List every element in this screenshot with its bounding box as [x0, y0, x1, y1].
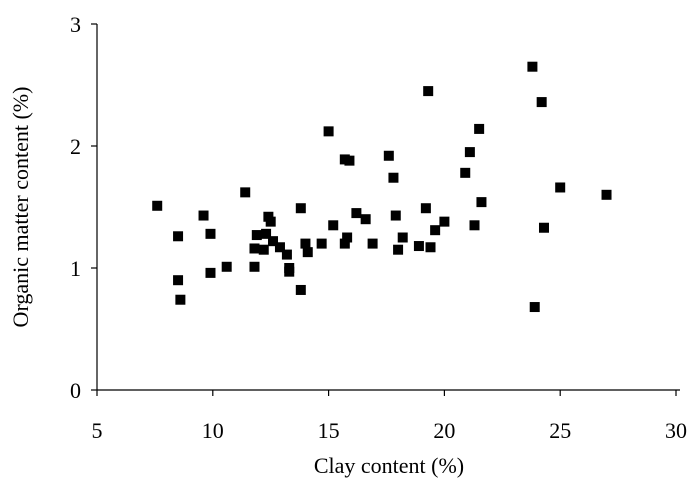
- data-point: [249, 243, 260, 254]
- data-point: [302, 247, 313, 258]
- data-point: [152, 200, 163, 211]
- y-tick-label: 1: [70, 256, 81, 281]
- data-point: [383, 150, 394, 161]
- data-point: [464, 147, 475, 158]
- y-tick-label: 2: [70, 134, 81, 159]
- data-point: [274, 242, 285, 253]
- data-point: [351, 208, 362, 219]
- data-point: [295, 284, 306, 295]
- data-point: [527, 61, 538, 72]
- axis-ticks: [91, 23, 677, 396]
- data-point: [388, 172, 399, 183]
- data-points: [152, 61, 612, 313]
- x-tick-label: 5: [92, 418, 103, 443]
- data-point: [284, 266, 295, 277]
- data-point: [265, 216, 276, 227]
- data-point: [173, 275, 184, 286]
- y-tick-label: 3: [70, 12, 81, 37]
- data-point: [423, 86, 434, 97]
- x-tick-label: 20: [433, 418, 455, 443]
- data-point: [439, 216, 450, 227]
- data-point: [344, 155, 355, 166]
- data-point: [300, 238, 311, 249]
- data-point: [261, 228, 272, 239]
- data-point: [367, 238, 378, 249]
- data-point: [413, 241, 424, 252]
- data-point: [198, 210, 209, 221]
- data-point: [425, 242, 436, 253]
- data-point: [420, 203, 431, 214]
- y-axis-label: Organic matter content (%): [8, 87, 33, 328]
- data-point: [536, 97, 547, 108]
- data-point: [476, 197, 487, 208]
- data-point: [360, 214, 371, 225]
- data-point: [316, 238, 327, 249]
- x-tick-label: 10: [202, 418, 224, 443]
- data-point: [474, 123, 485, 134]
- data-point: [339, 238, 350, 249]
- data-point: [205, 228, 216, 239]
- data-point: [295, 203, 306, 214]
- x-tick-label: 25: [549, 418, 571, 443]
- data-point: [393, 244, 404, 255]
- data-point: [390, 210, 401, 221]
- data-point: [601, 189, 612, 200]
- data-point: [268, 236, 279, 247]
- data-point: [538, 222, 549, 233]
- data-point: [529, 302, 540, 313]
- data-point: [258, 244, 269, 255]
- data-point: [173, 231, 184, 242]
- data-point: [460, 167, 471, 178]
- data-point: [221, 261, 232, 272]
- data-point: [175, 294, 186, 305]
- data-point: [430, 225, 441, 236]
- data-point: [251, 230, 262, 241]
- x-tick-label: 15: [318, 418, 340, 443]
- data-point: [240, 187, 251, 198]
- data-point: [249, 261, 260, 272]
- y-tick-label: 0: [70, 378, 81, 403]
- data-point: [469, 220, 480, 231]
- axis-tick-labels: 5 10 15 20 25 30 0 1 2 3: [70, 12, 687, 443]
- data-point: [342, 232, 353, 243]
- data-point: [281, 249, 292, 260]
- x-tick-label: 30: [665, 418, 687, 443]
- data-point: [328, 220, 339, 231]
- data-point: [323, 126, 334, 137]
- data-point: [397, 232, 408, 243]
- data-point: [205, 267, 216, 278]
- x-axis-label: Clay content (%): [314, 453, 464, 478]
- data-point: [555, 182, 566, 193]
